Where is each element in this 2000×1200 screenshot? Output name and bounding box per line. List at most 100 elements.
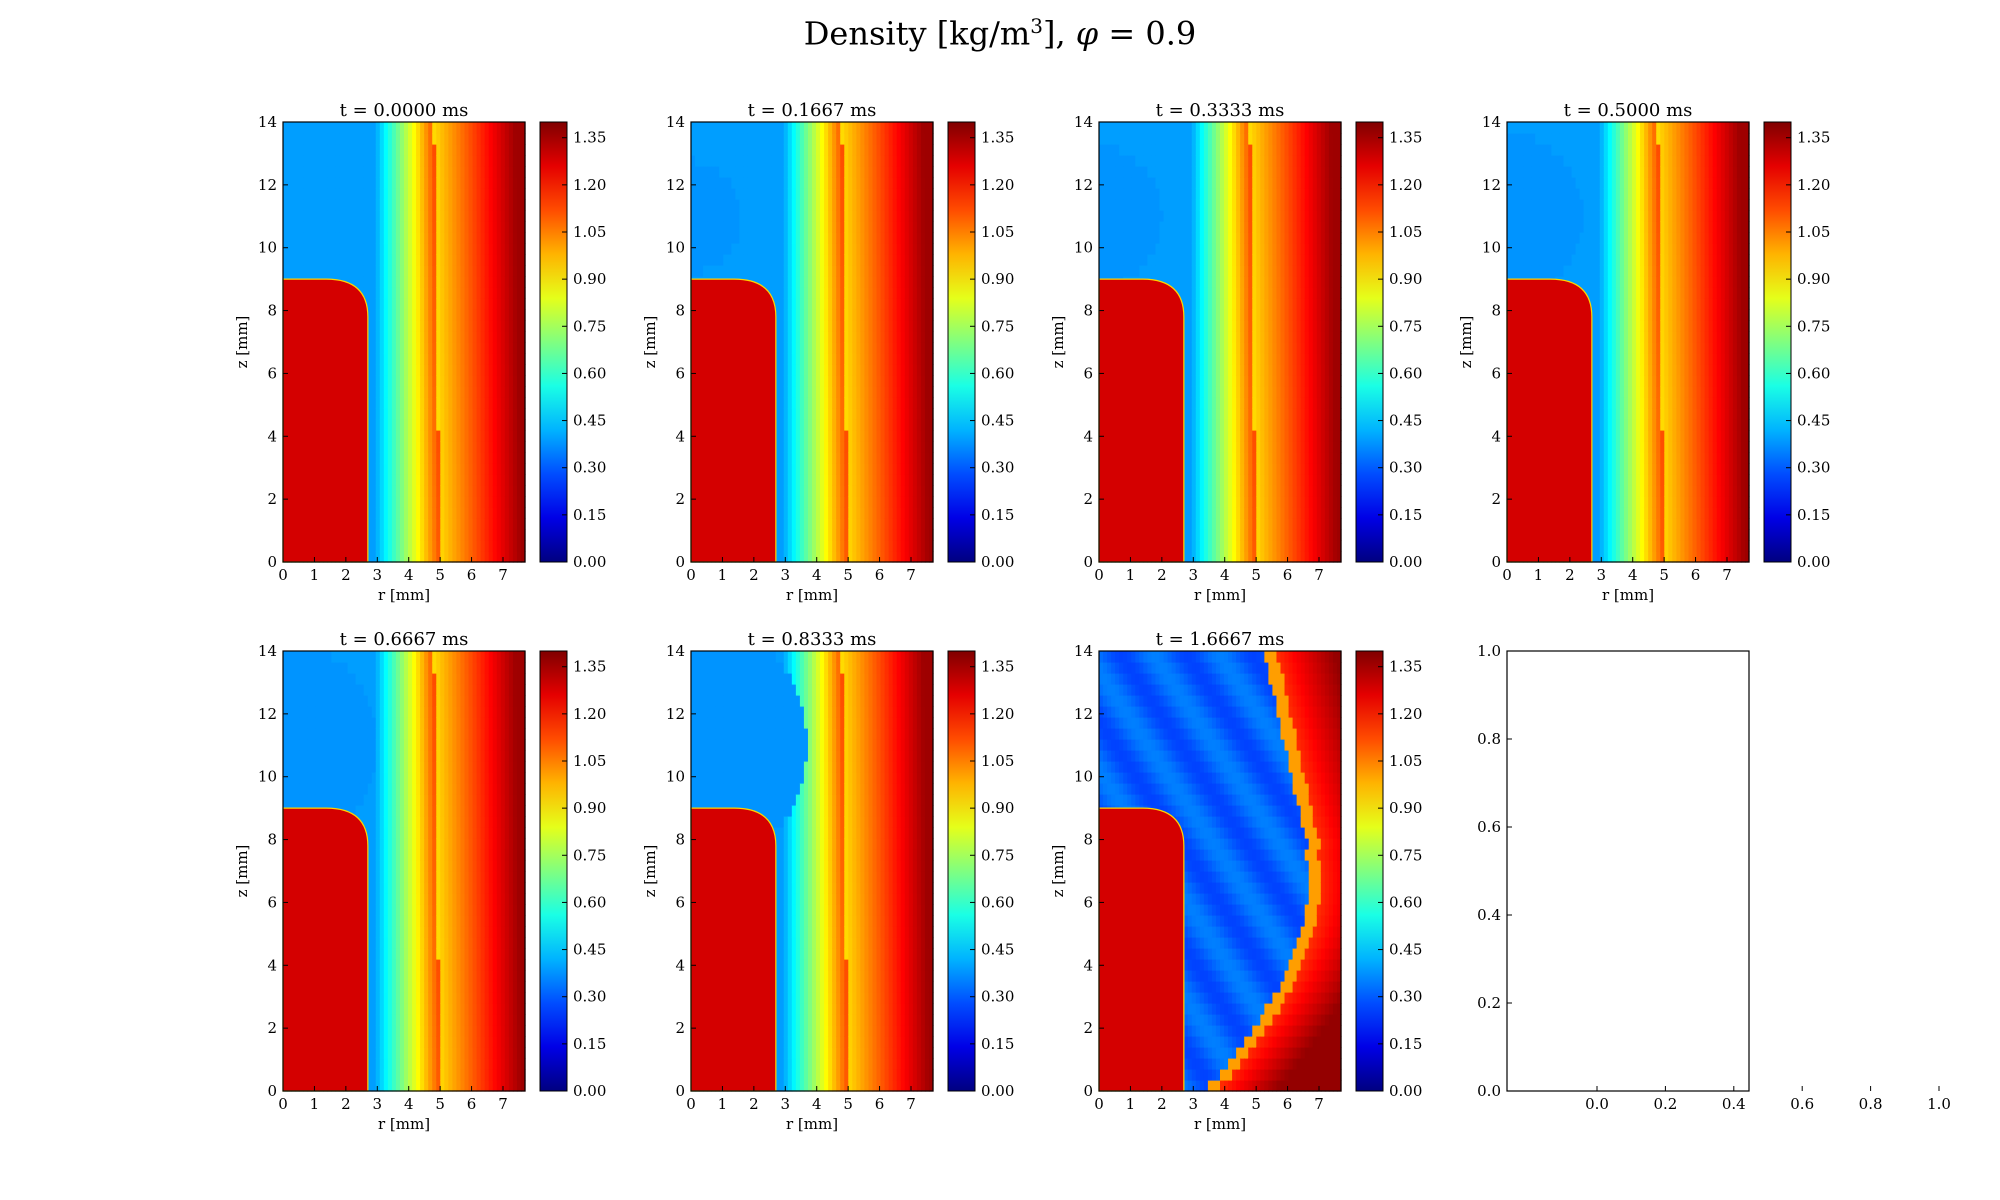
density-cell: [880, 529, 886, 541]
density-cell: [371, 210, 377, 222]
density-cell: [799, 463, 805, 475]
density-cell: [836, 166, 841, 178]
density-cell: [359, 199, 365, 211]
density-cell: [291, 144, 296, 156]
density-cell: [856, 265, 861, 277]
density-cell: [432, 331, 437, 343]
density-cell: [699, 166, 704, 178]
density-cell: [880, 386, 886, 398]
x-tick-label: 5: [435, 566, 445, 584]
density-cell: [824, 309, 829, 321]
density-cell: [323, 155, 328, 167]
density-cell: [355, 221, 361, 233]
density-cell: [904, 155, 910, 167]
density-cell: [488, 221, 494, 233]
density-cell: [872, 221, 878, 233]
density-cell: [896, 441, 902, 453]
density-cell: [464, 320, 470, 332]
density-cell: [904, 353, 910, 365]
density-cell: [787, 518, 793, 530]
density-cell: [759, 177, 765, 189]
density-cell: [783, 430, 789, 442]
density-cell: [468, 364, 474, 376]
density-cell: [767, 166, 773, 178]
density-cell: [892, 287, 898, 299]
density-cell: [816, 375, 821, 387]
density-cell: [504, 518, 510, 530]
density-cell: [795, 243, 801, 255]
density-cell: [856, 188, 861, 200]
density-cell: [363, 133, 369, 145]
density-cell: [448, 463, 453, 475]
density-cell: [375, 353, 381, 365]
density-cell: [512, 441, 518, 453]
density-cell: [868, 298, 874, 310]
density-cell: [816, 430, 821, 442]
density-cell: [371, 243, 377, 255]
density-cell: [395, 265, 401, 277]
density-cell: [444, 463, 449, 475]
density-cell: [848, 254, 853, 266]
density-cell: [832, 276, 837, 288]
density-cell: [783, 166, 789, 178]
density-cell: [343, 155, 349, 167]
density-cell: [820, 221, 825, 233]
density-cell: [508, 353, 514, 365]
density-cell: [311, 122, 316, 134]
density-cell: [436, 254, 441, 266]
density-cell: [428, 265, 433, 277]
density-cell: [311, 155, 316, 167]
density-cell: [783, 155, 789, 167]
density-cell: [468, 441, 474, 453]
density-cell: [856, 144, 861, 156]
density-cell: [892, 265, 898, 277]
density-cell: [872, 353, 878, 365]
density-cell: [424, 298, 429, 310]
density-cell: [912, 221, 918, 233]
density-cell: [412, 386, 417, 398]
density-cell: [711, 188, 716, 200]
density-cell: [707, 254, 712, 266]
density-cell: [468, 276, 474, 288]
density-cell: [812, 529, 817, 541]
density-cell: [807, 298, 813, 310]
density-cell: [516, 133, 522, 145]
density-cell: [444, 188, 449, 200]
density-cell: [856, 485, 861, 497]
density-cell: [404, 408, 409, 420]
density-cell: [924, 452, 930, 464]
density-cell: [872, 551, 878, 563]
density-cell: [807, 452, 813, 464]
density-cell: [723, 155, 728, 167]
density-cell: [896, 276, 902, 288]
density-cell: [852, 474, 857, 486]
density-cell: [860, 397, 866, 409]
density-cell: [408, 166, 413, 178]
density-cell: [928, 188, 934, 200]
density-cell: [840, 353, 845, 365]
density-cell: [904, 518, 910, 530]
density-cell: [783, 551, 789, 563]
density-cell: [719, 133, 724, 145]
density-cell: [323, 199, 328, 211]
density-cell: [908, 397, 914, 409]
x-tick-label: 6: [467, 566, 477, 584]
density-cell: [291, 254, 296, 266]
density-cell: [747, 232, 753, 244]
density-cell: [896, 342, 902, 354]
density-cell: [379, 309, 385, 321]
density-cell: [868, 320, 874, 332]
density-cell: [516, 342, 522, 354]
density-cell: [787, 485, 793, 497]
density-cell: [468, 133, 474, 145]
density-cell: [928, 210, 934, 222]
density-cell: [904, 320, 910, 332]
density-cell: [832, 386, 837, 398]
density-cell: [880, 188, 886, 200]
density-cell: [500, 309, 506, 321]
density-cell: [832, 287, 837, 299]
density-cell: [371, 496, 377, 508]
density-cell: [424, 221, 429, 233]
density-cell: [848, 507, 853, 519]
density-cell: [448, 507, 453, 519]
